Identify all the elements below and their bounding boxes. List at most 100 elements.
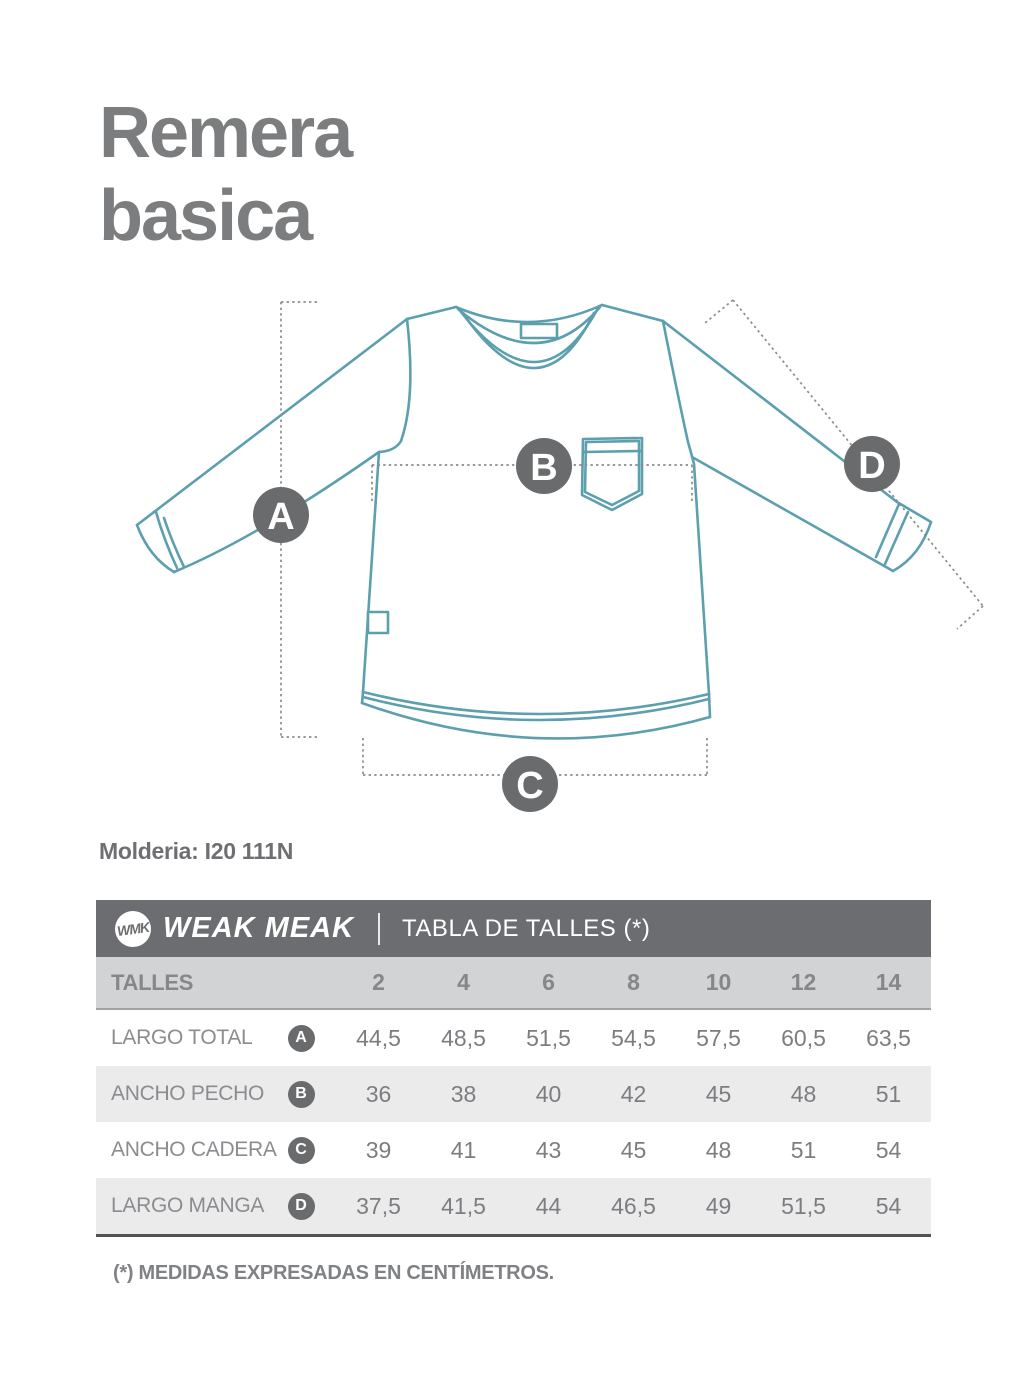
row-value: 46,5 [611, 1192, 656, 1219]
row-marker-badge: A [287, 1024, 315, 1052]
row-value: 36 [365, 1080, 392, 1107]
brand-name: WEAK MEAK [163, 912, 355, 944]
pocket-outer [580, 436, 644, 512]
table-row-largo-manga: LARGO MANGA D 37,5 41,5 44 46,5 49 51,5 … [96, 1178, 931, 1234]
row-label: ANCHO CADERA [111, 1138, 277, 1161]
row-label: LARGO TOTAL [111, 1026, 253, 1049]
row-value: 45 [705, 1080, 732, 1107]
marker-c-circle [502, 756, 558, 812]
page-title-line2: basica [99, 176, 313, 256]
row-value: 48,5 [441, 1024, 486, 1051]
row-value: 38 [450, 1080, 477, 1107]
collar-band-top [456, 305, 602, 345]
header-divider [378, 912, 381, 945]
measure-line-a [280, 301, 318, 738]
size-col-header: 2 [372, 969, 385, 995]
right-cuff-seam-2 [883, 510, 910, 566]
size-col-header: 10 [705, 969, 732, 995]
measure-line-b [371, 464, 693, 502]
row-badge-cell: A [266, 1024, 336, 1052]
hem-right-cap [707, 692, 712, 719]
row-marker-badge: C [287, 1136, 315, 1164]
left-cuff-seam-1 [154, 510, 179, 570]
row-badge-cell: B [266, 1080, 336, 1108]
row-label: ANCHO PECHO [111, 1082, 265, 1105]
right-cuff-edge [891, 520, 933, 573]
neck-label [519, 322, 559, 340]
row-value: 44 [535, 1192, 562, 1219]
row-badge-cell: D [266, 1192, 336, 1220]
row-value: 42 [620, 1080, 647, 1107]
row-value: 51 [875, 1080, 902, 1107]
row-value: 51,5 [781, 1192, 826, 1219]
row-value: 51 [790, 1136, 817, 1163]
right-sleeve-lower-seam [690, 455, 895, 573]
right-armhole [661, 319, 696, 466]
diagram-markers: A B C D [253, 436, 900, 812]
collar-band-bottom-2 [462, 311, 596, 370]
row-badge-cell: C [266, 1136, 336, 1164]
table-brand-header: WMK WEAK MEAK TABLA DE TALLES (*) [96, 900, 931, 957]
right-cuff-seam-1 [874, 502, 901, 559]
size-col-header: 4 [457, 969, 470, 995]
page-title: Remera basica [99, 92, 353, 258]
row-value: 54,5 [611, 1024, 656, 1051]
collar-back-neck [454, 303, 604, 324]
table-row-largo-total: LARGO TOTAL A 44,5 48,5 51,5 54,5 57,5 6… [96, 1010, 931, 1066]
hem-top-line-1 [361, 690, 711, 716]
marker-d-letter: D [858, 445, 885, 487]
molderia-label: Molderia: I20 111N [99, 838, 294, 864]
row-marker-badge: D [287, 1192, 315, 1220]
right-shoulder-line [600, 303, 665, 323]
size-col-header: 6 [542, 969, 555, 995]
marker-a-circle [253, 487, 309, 543]
table-title: TABLA DE TALLES (*) [402, 914, 651, 942]
size-table: WMK WEAK MEAK TABLA DE TALLES (*) TALLES… [96, 900, 931, 1237]
page-title-line1: Remera [99, 93, 353, 173]
measure-line-d [704, 299, 984, 630]
row-value: 43 [535, 1136, 562, 1163]
marker-c-letter: C [516, 765, 543, 807]
garment-diagram: A B C D [135, 299, 984, 812]
row-value: 54 [875, 1136, 902, 1163]
row-value: 63,5 [866, 1024, 911, 1051]
size-col-header: 14 [875, 969, 902, 995]
row-value: 57,5 [696, 1024, 741, 1051]
row-value: 51,5 [526, 1024, 571, 1051]
size-col-header: 8 [627, 969, 640, 995]
footnote: (*) MEDIDAS EXPRESADAS EN CENTÍMETROS. [113, 1262, 554, 1284]
row-value: 54 [875, 1192, 902, 1219]
side-tag [366, 610, 390, 635]
row-value: 39 [365, 1136, 392, 1163]
row-value: 48 [790, 1080, 817, 1107]
row-value: 49 [705, 1192, 732, 1219]
marker-b-letter: B [530, 447, 557, 489]
right-sleeve-upper-seam [661, 319, 933, 524]
left-shoulder-line [405, 305, 458, 321]
size-col-header: 12 [790, 969, 817, 995]
sizes-header-label: TALLES [111, 969, 194, 995]
row-value: 37,5 [356, 1192, 401, 1219]
hem-bottom-curve [360, 701, 712, 740]
hem-left-cap [360, 690, 365, 705]
left-side-seam [361, 450, 381, 694]
pocket-inner [583, 439, 641, 507]
row-value: 40 [535, 1080, 562, 1107]
row-value: 48 [705, 1136, 732, 1163]
row-value: 60,5 [781, 1024, 826, 1051]
brand-logo-initials: WMK [116, 918, 150, 939]
row-value: 41,5 [441, 1192, 486, 1219]
row-marker-badge: B [287, 1080, 315, 1108]
row-value: 41 [450, 1136, 477, 1163]
pocket-band-line [582, 449, 643, 454]
table-row-ancho-pecho: ANCHO PECHO B 36 38 40 42 45 48 51 [96, 1066, 931, 1122]
left-cuff-seam-2 [162, 516, 186, 569]
marker-a-letter: A [267, 496, 294, 538]
marker-b-circle [516, 438, 572, 494]
right-side-seam [692, 462, 711, 696]
sizes-header-row: TALLES 2 4 6 8 10 12 14 [96, 957, 931, 1010]
table-row-ancho-cadera: ANCHO CADERA C 39 41 43 45 48 51 54 [96, 1122, 931, 1178]
left-sleeve-upper-seam [135, 317, 409, 527]
measure-line-c [362, 738, 708, 776]
